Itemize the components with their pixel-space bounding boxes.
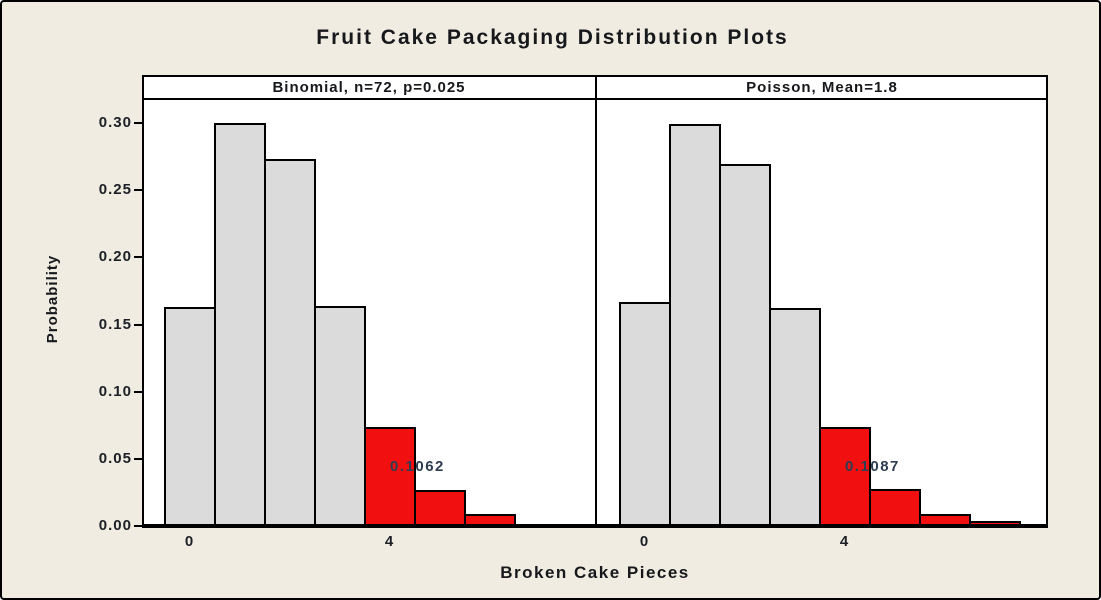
bar <box>719 164 771 526</box>
panel-header-poisson: Poisson, Mean=1.8 <box>746 79 898 96</box>
bar <box>669 124 721 526</box>
x-axis-title: Broken Cake Pieces <box>500 563 690 582</box>
bar <box>364 427 416 526</box>
bar <box>414 490 466 526</box>
bar <box>769 308 821 526</box>
y-tick-mark <box>134 122 142 125</box>
x-tick-label: 0 <box>184 533 194 550</box>
y-tick-label: 0.30 <box>98 114 132 132</box>
y-tick-label: 0.00 <box>98 517 132 534</box>
bar <box>214 123 266 526</box>
x-axis-line <box>142 524 1048 528</box>
y-tick-mark <box>134 256 142 259</box>
y-tick-label: 0.05 <box>98 449 132 467</box>
x-tick-label: 0 <box>639 533 649 550</box>
x-tick-label: 4 <box>384 533 394 550</box>
bar <box>919 514 971 526</box>
y-tick-label: 0.25 <box>98 181 132 199</box>
bar <box>969 521 1021 526</box>
bar <box>314 306 366 526</box>
bar <box>869 489 921 526</box>
bar <box>619 302 671 526</box>
y-tick-mark <box>134 189 142 192</box>
panel-divider <box>595 75 597 528</box>
bar <box>819 427 871 526</box>
probability-annotation: 0.1087 <box>845 458 900 475</box>
y-tick-label: 0.20 <box>98 248 132 266</box>
panel-header-binomial: Binomial, n=72, p=0.025 <box>272 79 466 96</box>
y-tick-mark <box>134 390 142 393</box>
x-tick-label: 4 <box>839 533 849 550</box>
bar <box>464 514 516 526</box>
y-tick-mark <box>134 323 142 326</box>
y-tick-label: 0.15 <box>98 315 132 333</box>
figure-title: Fruit Cake Packaging Distribution Plots <box>316 26 789 49</box>
probability-annotation: 0.1062 <box>390 458 445 475</box>
y-axis-title: Probability <box>44 254 61 344</box>
bar <box>264 159 316 526</box>
y-tick-mark <box>134 525 142 527</box>
y-tick-mark <box>134 457 142 460</box>
bar <box>164 307 216 526</box>
y-tick-label: 0.10 <box>98 382 132 400</box>
